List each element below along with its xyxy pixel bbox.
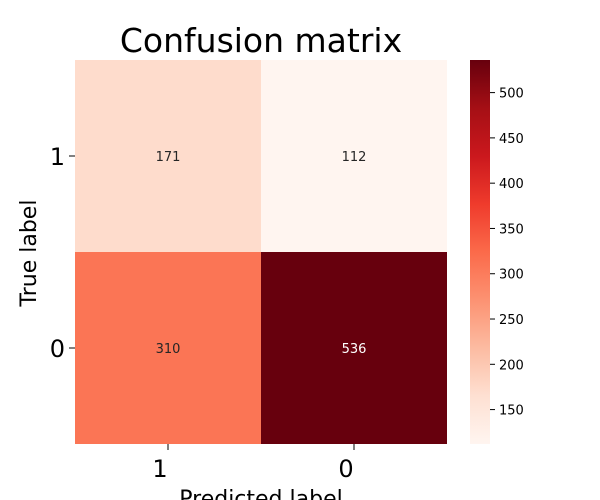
- colorbar-tick-label: 300: [499, 268, 524, 283]
- heatmap-cell: [75, 252, 261, 444]
- colorbar-ticks: 150 200 250 300 350 400 450 500: [490, 87, 524, 419]
- cell-value-label: 536: [342, 342, 367, 357]
- colorbar-tick-label: 350: [499, 222, 524, 237]
- heatmap-cell-labels: 171 112 310 536: [156, 150, 367, 357]
- x-tick-label: 1: [152, 455, 167, 483]
- heatmap-cell: [261, 60, 447, 252]
- colorbar-tick-label: 450: [499, 132, 524, 147]
- y-tick-label: 0: [50, 335, 65, 363]
- heatmap-cell: [261, 252, 447, 444]
- colorbar-tick-label: 400: [499, 177, 524, 192]
- colorbar-tick-label: 250: [499, 313, 524, 328]
- y-axis-label: True label: [17, 200, 42, 308]
- cell-value-label: 310: [156, 342, 181, 357]
- colorbar-tick-label: 200: [499, 358, 524, 373]
- x-tick-label: 0: [338, 455, 353, 483]
- colorbar-tick-label: 150: [499, 404, 524, 419]
- cell-value-label: 112: [342, 150, 367, 165]
- x-axis-label: Predicted label: [179, 487, 342, 500]
- cell-value-label: 171: [156, 150, 181, 165]
- colorbar-tick-label: 500: [499, 87, 524, 102]
- colorbar: [470, 60, 490, 444]
- y-axis-ticks: 10: [50, 143, 75, 363]
- heatmap-cells: [75, 60, 447, 444]
- y-tick-label: 1: [50, 143, 65, 171]
- heatmap-cell: [75, 60, 261, 252]
- chart-title: Confusion matrix: [120, 21, 402, 60]
